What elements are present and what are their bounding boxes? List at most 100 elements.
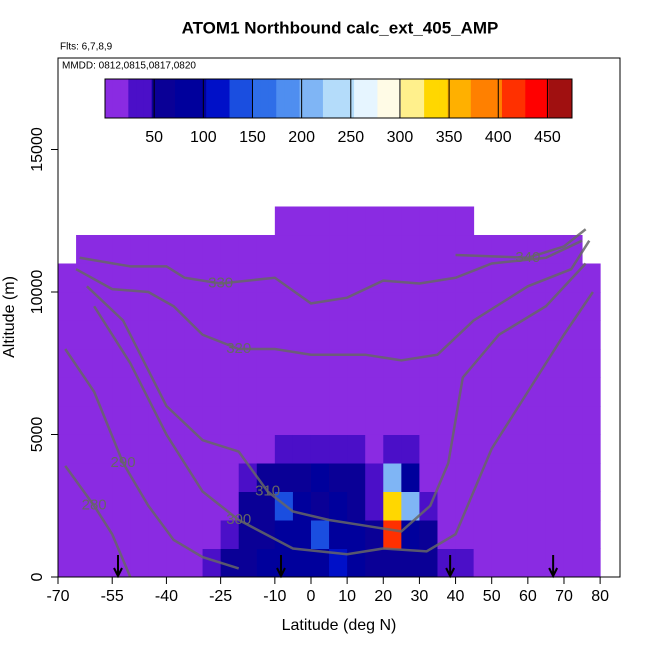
heat-cell (130, 377, 149, 407)
heat-cell (112, 234, 131, 264)
colorbar-swatch (392, 79, 402, 118)
heat-cell (184, 234, 204, 264)
heat-cell (220, 405, 240, 435)
heat-cell (202, 291, 222, 321)
heat-cell (563, 491, 583, 521)
colorbar-swatch (564, 79, 573, 118)
heat-cell (582, 519, 601, 549)
heat-cell (329, 405, 348, 435)
heat-cell (220, 548, 240, 578)
heat-cell (491, 491, 511, 521)
heat-cell (563, 348, 583, 378)
colorbar-swatch (105, 79, 114, 118)
colorbar-swatch (322, 79, 332, 118)
heat-cell (347, 434, 366, 464)
flight-marker (113, 555, 123, 579)
colorbar-tick-label: 100 (190, 129, 217, 146)
heat-cell (76, 377, 95, 407)
heat-cell (365, 320, 384, 350)
heat-cell (310, 548, 330, 578)
heat-cell (184, 348, 204, 378)
x-tick-label: 50 (483, 588, 501, 605)
heat-cell (310, 519, 330, 549)
heat-cell (383, 462, 402, 492)
heat-cell (347, 377, 366, 407)
heat-cell (256, 320, 276, 350)
heat-cell (509, 377, 529, 407)
heat-cell (76, 519, 95, 549)
heat-cell (76, 291, 95, 321)
heat-cell (527, 548, 547, 578)
annotation: MMDD: 0812,0815,0817,0820 (62, 61, 196, 72)
heat-cell (112, 348, 131, 378)
heat-cell (58, 462, 77, 492)
heat-cell (527, 263, 547, 293)
heat-cell (401, 405, 420, 435)
contour-line (79, 239, 583, 305)
heat-cell (310, 348, 330, 378)
heat-cell (220, 263, 240, 293)
heat-cell (509, 348, 529, 378)
heat-cell (238, 291, 258, 321)
colorbar-swatch (175, 79, 184, 118)
colorbar-swatch (237, 79, 246, 118)
colorbar-swatch (229, 79, 238, 118)
heat-cell (202, 348, 222, 378)
heat-cell (419, 263, 438, 293)
colorbar-swatch (509, 79, 519, 118)
flight-marker (548, 555, 559, 579)
heat-cell (491, 348, 511, 378)
heat-cell (509, 263, 529, 293)
heat-cell (473, 263, 493, 293)
heat-cell (166, 291, 185, 321)
colorbar-swatch (268, 79, 277, 118)
heat-cell (491, 519, 511, 549)
heat-cell (94, 434, 113, 464)
heat-cell (310, 491, 330, 521)
colorbar-swatch (455, 79, 464, 118)
x-tick-label: 70 (555, 588, 573, 605)
heat-cell (274, 548, 294, 578)
colorbar-swatch (478, 79, 487, 118)
heat-cell (256, 491, 276, 521)
heat-cell (491, 377, 511, 407)
heat-cell (310, 377, 330, 407)
colorbar-swatch (136, 79, 145, 118)
heat-cell (94, 462, 113, 492)
heat-cell (545, 491, 565, 521)
y-tick-label: 10000 (29, 270, 46, 315)
heat-cell (292, 462, 312, 492)
colorbar-swatch (377, 79, 386, 118)
colorbar-frame (104, 78, 573, 119)
heat-cell (365, 263, 384, 293)
heat-cell (76, 348, 95, 378)
heat-cell (238, 434, 258, 464)
heat-cell (383, 234, 402, 264)
heat-cell (347, 491, 366, 521)
heat-cell (220, 320, 240, 350)
heat-cell (94, 263, 113, 293)
heat-cell (112, 320, 131, 350)
heat-cell (148, 348, 167, 378)
contour-label: 320 (226, 340, 251, 357)
heat-cell (347, 291, 366, 321)
heat-cell (582, 320, 601, 350)
heat-cell (509, 548, 529, 578)
heat-cell (509, 462, 529, 492)
heat-cell (202, 434, 222, 464)
heat-cell (545, 377, 565, 407)
heat-cell (202, 519, 222, 549)
colorbar-tick-label: 200 (288, 129, 315, 146)
contour-line (64, 348, 240, 570)
contour-label: 330 (208, 274, 233, 291)
heat-cell (220, 491, 240, 521)
colorbar-swatch (276, 79, 285, 118)
colorbar-tick-label: 250 (337, 129, 364, 146)
heat-cell (527, 348, 547, 378)
heat-cell (509, 291, 529, 321)
heat-cell (58, 377, 77, 407)
heat-cell (184, 491, 204, 521)
heat-cell (292, 377, 312, 407)
heat-cell (401, 348, 420, 378)
